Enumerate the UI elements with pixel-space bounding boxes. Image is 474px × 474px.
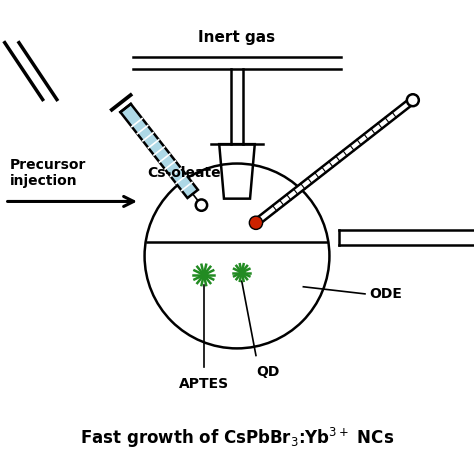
Circle shape [145,164,329,348]
Circle shape [249,216,263,229]
Circle shape [407,94,419,106]
Text: ODE: ODE [370,287,402,301]
Text: APTES: APTES [179,377,229,391]
Text: Precursor
injection: Precursor injection [9,158,86,188]
Text: Cs-oleate: Cs-oleate [147,166,220,180]
Circle shape [196,200,207,211]
Text: Fast growth of CsPbBr$_3$:Yb$^{3+}$ NCs: Fast growth of CsPbBr$_3$:Yb$^{3+}$ NCs [80,427,394,450]
Polygon shape [120,104,198,198]
Text: QD: QD [256,365,279,379]
Polygon shape [219,144,255,199]
Text: Inert gas: Inert gas [199,30,275,45]
Polygon shape [254,98,415,226]
